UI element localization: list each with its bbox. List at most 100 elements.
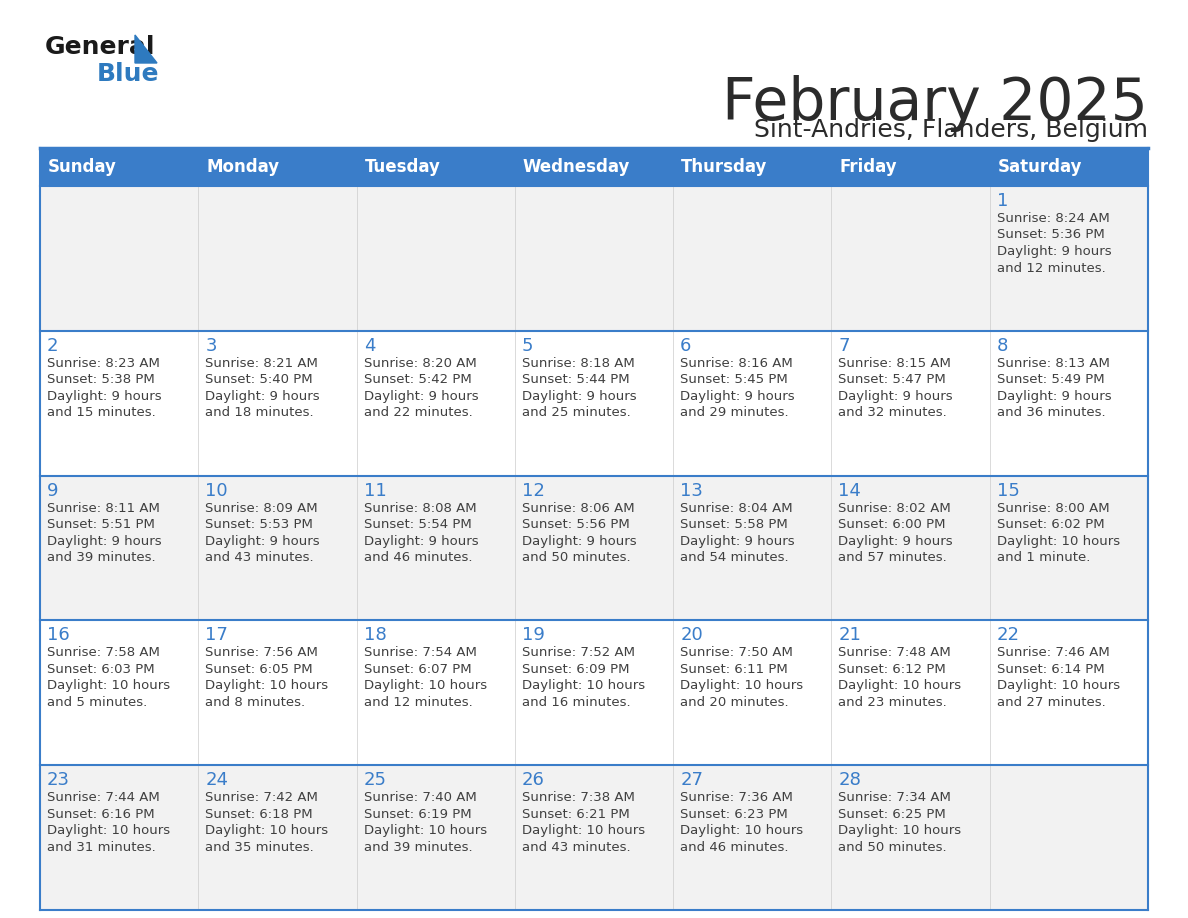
Text: 20: 20 — [681, 626, 703, 644]
Text: Sint-Andries, Flanders, Belgium: Sint-Andries, Flanders, Belgium — [754, 118, 1148, 142]
Text: Sunrise: 7:42 AM: Sunrise: 7:42 AM — [206, 791, 318, 804]
Text: Sunrise: 8:04 AM: Sunrise: 8:04 AM — [681, 501, 792, 515]
Text: 12: 12 — [522, 482, 545, 499]
Text: Sunrise: 7:46 AM: Sunrise: 7:46 AM — [997, 646, 1110, 659]
Text: and 43 minutes.: and 43 minutes. — [206, 551, 314, 564]
Text: 16: 16 — [48, 626, 70, 644]
Text: Sunday: Sunday — [48, 158, 116, 176]
Text: and 16 minutes.: and 16 minutes. — [522, 696, 631, 709]
Text: Sunset: 5:42 PM: Sunset: 5:42 PM — [364, 374, 472, 386]
Text: Sunset: 6:09 PM: Sunset: 6:09 PM — [522, 663, 630, 676]
Text: Daylight: 10 hours: Daylight: 10 hours — [839, 824, 961, 837]
Text: Daylight: 9 hours: Daylight: 9 hours — [206, 534, 320, 548]
Text: Sunset: 5:53 PM: Sunset: 5:53 PM — [206, 518, 314, 532]
Text: Saturday: Saturday — [998, 158, 1082, 176]
Text: Sunset: 5:45 PM: Sunset: 5:45 PM — [681, 374, 788, 386]
Text: Daylight: 9 hours: Daylight: 9 hours — [681, 534, 795, 548]
Text: Sunrise: 7:40 AM: Sunrise: 7:40 AM — [364, 791, 476, 804]
Text: and 43 minutes.: and 43 minutes. — [522, 841, 631, 854]
Text: Sunrise: 8:08 AM: Sunrise: 8:08 AM — [364, 501, 476, 515]
Text: Sunset: 5:47 PM: Sunset: 5:47 PM — [839, 374, 946, 386]
Text: Sunset: 6:11 PM: Sunset: 6:11 PM — [681, 663, 788, 676]
Text: Sunrise: 7:34 AM: Sunrise: 7:34 AM — [839, 791, 952, 804]
Text: 21: 21 — [839, 626, 861, 644]
Text: and 27 minutes.: and 27 minutes. — [997, 696, 1106, 709]
Text: Sunrise: 8:13 AM: Sunrise: 8:13 AM — [997, 357, 1110, 370]
Text: Monday: Monday — [207, 158, 279, 176]
Text: Sunset: 6:21 PM: Sunset: 6:21 PM — [522, 808, 630, 821]
Text: Sunset: 5:44 PM: Sunset: 5:44 PM — [522, 374, 630, 386]
Text: Daylight: 9 hours: Daylight: 9 hours — [206, 390, 320, 403]
Text: and 5 minutes.: and 5 minutes. — [48, 696, 147, 709]
Text: 19: 19 — [522, 626, 545, 644]
Text: Daylight: 10 hours: Daylight: 10 hours — [839, 679, 961, 692]
Text: Daylight: 9 hours: Daylight: 9 hours — [48, 390, 162, 403]
Text: Daylight: 9 hours: Daylight: 9 hours — [48, 534, 162, 548]
Text: Sunrise: 8:06 AM: Sunrise: 8:06 AM — [522, 501, 634, 515]
Text: Daylight: 10 hours: Daylight: 10 hours — [681, 679, 803, 692]
Text: Daylight: 9 hours: Daylight: 9 hours — [364, 534, 479, 548]
Text: and 46 minutes.: and 46 minutes. — [364, 551, 472, 564]
Text: Sunset: 5:36 PM: Sunset: 5:36 PM — [997, 229, 1105, 241]
Text: Sunset: 6:07 PM: Sunset: 6:07 PM — [364, 663, 472, 676]
Text: 6: 6 — [681, 337, 691, 354]
Text: Sunset: 6:00 PM: Sunset: 6:00 PM — [839, 518, 946, 532]
Text: Sunrise: 8:02 AM: Sunrise: 8:02 AM — [839, 501, 952, 515]
Text: Daylight: 9 hours: Daylight: 9 hours — [364, 390, 479, 403]
Text: 5: 5 — [522, 337, 533, 354]
Text: Daylight: 10 hours: Daylight: 10 hours — [48, 824, 170, 837]
Text: Daylight: 9 hours: Daylight: 9 hours — [839, 390, 953, 403]
Text: 11: 11 — [364, 482, 386, 499]
Text: and 57 minutes.: and 57 minutes. — [839, 551, 947, 564]
Bar — [40, 621, 1148, 766]
Text: 18: 18 — [364, 626, 386, 644]
Text: 15: 15 — [997, 482, 1019, 499]
Text: Daylight: 10 hours: Daylight: 10 hours — [206, 824, 328, 837]
Text: and 23 minutes.: and 23 minutes. — [839, 696, 947, 709]
Text: and 15 minutes.: and 15 minutes. — [48, 407, 156, 420]
Text: 23: 23 — [48, 771, 70, 789]
Text: Daylight: 10 hours: Daylight: 10 hours — [364, 679, 487, 692]
Text: and 50 minutes.: and 50 minutes. — [839, 841, 947, 854]
Text: Wednesday: Wednesday — [523, 158, 630, 176]
Text: Daylight: 9 hours: Daylight: 9 hours — [997, 390, 1111, 403]
Text: and 25 minutes.: and 25 minutes. — [522, 407, 631, 420]
Text: Sunrise: 7:50 AM: Sunrise: 7:50 AM — [681, 646, 794, 659]
Bar — [40, 476, 1148, 621]
Text: Tuesday: Tuesday — [365, 158, 441, 176]
Text: Sunset: 6:19 PM: Sunset: 6:19 PM — [364, 808, 472, 821]
Text: Sunset: 5:49 PM: Sunset: 5:49 PM — [997, 374, 1105, 386]
Text: Sunset: 6:05 PM: Sunset: 6:05 PM — [206, 663, 312, 676]
Text: Sunrise: 8:09 AM: Sunrise: 8:09 AM — [206, 501, 318, 515]
Text: Sunset: 5:56 PM: Sunset: 5:56 PM — [522, 518, 630, 532]
Text: Daylight: 9 hours: Daylight: 9 hours — [997, 245, 1111, 258]
Bar — [40, 186, 1148, 330]
Text: and 20 minutes.: and 20 minutes. — [681, 696, 789, 709]
Text: Sunset: 6:16 PM: Sunset: 6:16 PM — [48, 808, 154, 821]
Text: 28: 28 — [839, 771, 861, 789]
Text: Daylight: 10 hours: Daylight: 10 hours — [364, 824, 487, 837]
Text: 3: 3 — [206, 337, 216, 354]
Text: Daylight: 9 hours: Daylight: 9 hours — [522, 390, 637, 403]
Text: and 22 minutes.: and 22 minutes. — [364, 407, 473, 420]
Bar — [40, 330, 1148, 476]
Text: and 54 minutes.: and 54 minutes. — [681, 551, 789, 564]
Text: Sunrise: 7:44 AM: Sunrise: 7:44 AM — [48, 791, 159, 804]
Text: and 1 minute.: and 1 minute. — [997, 551, 1091, 564]
Text: 7: 7 — [839, 337, 849, 354]
Text: Sunset: 6:02 PM: Sunset: 6:02 PM — [997, 518, 1105, 532]
Text: 24: 24 — [206, 771, 228, 789]
Text: Sunrise: 8:18 AM: Sunrise: 8:18 AM — [522, 357, 634, 370]
Text: Sunrise: 7:48 AM: Sunrise: 7:48 AM — [839, 646, 952, 659]
Text: and 36 minutes.: and 36 minutes. — [997, 407, 1105, 420]
Text: 1: 1 — [997, 192, 1009, 210]
Text: Sunrise: 7:58 AM: Sunrise: 7:58 AM — [48, 646, 160, 659]
Text: Sunrise: 8:11 AM: Sunrise: 8:11 AM — [48, 501, 160, 515]
Text: Sunrise: 8:00 AM: Sunrise: 8:00 AM — [997, 501, 1110, 515]
Text: 14: 14 — [839, 482, 861, 499]
Text: 13: 13 — [681, 482, 703, 499]
Text: Thursday: Thursday — [681, 158, 767, 176]
Text: 22: 22 — [997, 626, 1019, 644]
Text: 8: 8 — [997, 337, 1009, 354]
Text: Blue: Blue — [97, 62, 159, 86]
